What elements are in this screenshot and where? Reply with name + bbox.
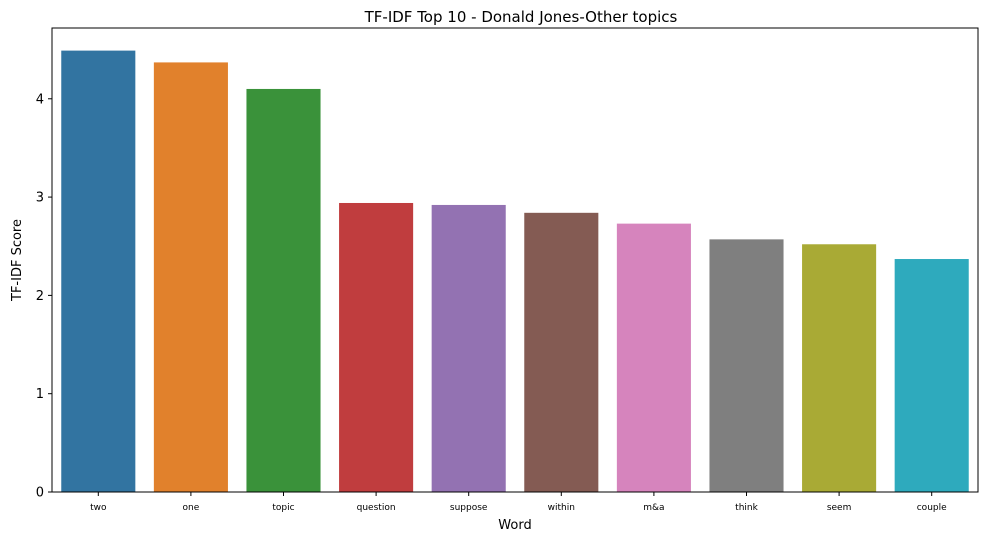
bar-two (61, 50, 136, 493)
y-tick-label: 0 (36, 486, 44, 501)
x-axis: two one topic question suppose within m&a think… (90, 492, 947, 513)
y-axis-label: TF-IDF Score (10, 219, 25, 302)
plot-frame (51, 27, 979, 493)
y-tick-label: 2 (36, 289, 44, 304)
chart-title: TF-IDF Top 10 - Donald Jones-Other topic… (364, 8, 678, 26)
bar-topic (246, 88, 321, 492)
y-tick-label: 4 (36, 92, 44, 107)
x-tick-label: one (183, 503, 200, 513)
x-tick-label: think (735, 503, 758, 513)
x-tick-label: question (357, 503, 396, 513)
x-tick-label: suppose (450, 503, 488, 513)
x-tick-label: m&a (643, 503, 664, 513)
bar-think (709, 239, 784, 492)
x-tick-label: within (548, 503, 575, 513)
bars-group (61, 50, 969, 493)
bar-m-a (616, 223, 691, 492)
bar-within (524, 212, 599, 492)
bar-one (153, 62, 228, 492)
bar-couple (894, 259, 969, 492)
x-tick-label: couple (917, 503, 947, 513)
bar-suppose (431, 204, 506, 492)
x-tick-label: seem (827, 503, 852, 513)
x-axis-label: Word (498, 518, 531, 533)
y-axis: 0 1 2 3 4 (36, 92, 52, 501)
bar-question (339, 202, 414, 493)
x-tick-label: topic (272, 503, 294, 513)
x-tick-label: two (90, 503, 107, 513)
y-tick-label: 3 (36, 191, 44, 206)
y-tick-label: 1 (36, 387, 44, 402)
bar-seem (802, 244, 877, 492)
